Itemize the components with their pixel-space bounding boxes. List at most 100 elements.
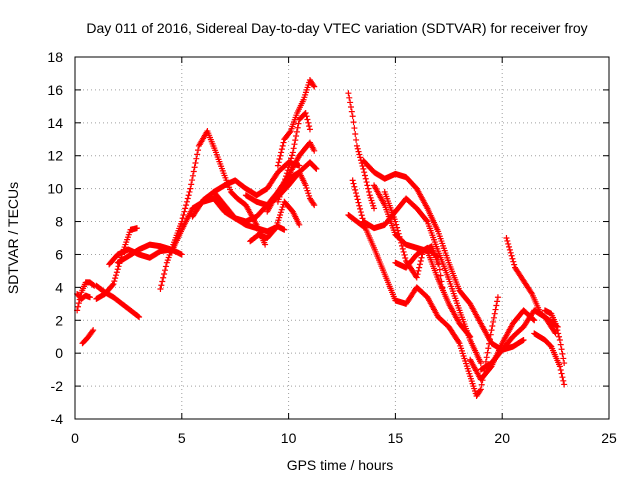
data-point (74, 303, 81, 310)
data-point (278, 146, 285, 153)
data-point (528, 289, 535, 296)
data-point (188, 181, 195, 188)
data-point (508, 252, 515, 259)
data-point (360, 165, 367, 172)
ticks-layer: 0 5 10 15 20 25 -4 -2 0 2 4 6 8 10 12 14 16 18 (47, 49, 617, 446)
data-point (277, 211, 284, 218)
data-point (288, 155, 295, 162)
data-point (161, 270, 168, 277)
data-point (392, 218, 399, 225)
data-point (75, 300, 82, 307)
data-point (311, 83, 318, 90)
data-point (193, 155, 200, 162)
data-point (353, 136, 360, 143)
data-point (306, 123, 313, 130)
data-point (273, 222, 280, 229)
series-track-16 (247, 198, 303, 245)
data-point (416, 264, 423, 271)
data-point (399, 245, 406, 252)
data-point (312, 165, 319, 172)
data-point (351, 183, 358, 190)
data-point (348, 108, 355, 115)
data-point (356, 202, 363, 209)
data-point (556, 337, 563, 344)
data-point (357, 154, 364, 161)
x-tick-label: 0 (71, 430, 79, 446)
data-point (275, 159, 282, 166)
data-point (560, 377, 567, 384)
data-point (485, 345, 492, 352)
data-point (363, 179, 370, 186)
x-tick-label: 10 (281, 430, 297, 446)
data-point (484, 349, 491, 356)
data-point (435, 261, 442, 268)
data-point (506, 243, 513, 250)
y-tick-label: 14 (47, 115, 63, 131)
data-point (436, 266, 443, 273)
data-point (90, 327, 97, 334)
data-point (358, 212, 365, 219)
data-point (190, 168, 197, 175)
data-point (531, 317, 538, 324)
data-point (311, 147, 318, 154)
data-point (283, 170, 290, 177)
data-point (350, 180, 357, 187)
data-point (489, 323, 496, 330)
x-tick-label: 25 (601, 430, 617, 446)
y-tick-label: 12 (47, 148, 63, 164)
series-track-3 (79, 327, 97, 347)
data-point (486, 340, 493, 347)
data-point (505, 240, 512, 247)
data-point (282, 176, 289, 183)
data-point (354, 196, 361, 203)
data-point (303, 113, 310, 120)
data-point (435, 260, 442, 267)
data-point (476, 387, 483, 394)
data-point (347, 104, 354, 111)
data-point (477, 360, 484, 367)
data-point (285, 164, 292, 171)
data-point (504, 237, 511, 244)
data-point (364, 182, 371, 189)
chart-title: Day 011 of 2016, Sidereal Day-to-day VTE… (86, 20, 587, 36)
data-point (357, 205, 364, 212)
y-tick-label: 16 (47, 82, 63, 98)
y-axis-label: SDTVAR / TECUs (5, 182, 21, 294)
y-tick-label: -4 (51, 411, 64, 427)
data-point (274, 162, 281, 169)
data-point (370, 202, 377, 209)
data-point (135, 313, 142, 320)
data-point (183, 198, 190, 205)
data-point (355, 148, 362, 155)
data-point (159, 278, 166, 285)
x-tick-label: 20 (494, 430, 510, 446)
y-tick-label: 2 (55, 312, 63, 328)
data-point (111, 278, 118, 285)
data-point (490, 314, 497, 321)
data-point (552, 320, 559, 327)
data-point (559, 374, 566, 381)
data-point (157, 286, 164, 293)
data-point (511, 261, 518, 268)
data-point (290, 145, 297, 152)
data-point (415, 267, 422, 274)
data-point (186, 188, 193, 195)
data-point (113, 269, 120, 276)
data-point (182, 205, 189, 212)
data-point (368, 197, 375, 204)
data-point (277, 209, 284, 216)
data-point (303, 184, 310, 191)
series-track-28 (541, 307, 568, 367)
data-point (477, 386, 484, 393)
data-point (417, 258, 424, 265)
y-tick-label: 4 (55, 279, 63, 295)
data-point (554, 327, 561, 334)
data-point (520, 337, 527, 344)
data-point (306, 126, 313, 133)
data-point (359, 163, 366, 170)
data-point (185, 192, 192, 199)
data-point (90, 282, 97, 289)
data-point (361, 172, 368, 179)
data-point (467, 333, 474, 340)
